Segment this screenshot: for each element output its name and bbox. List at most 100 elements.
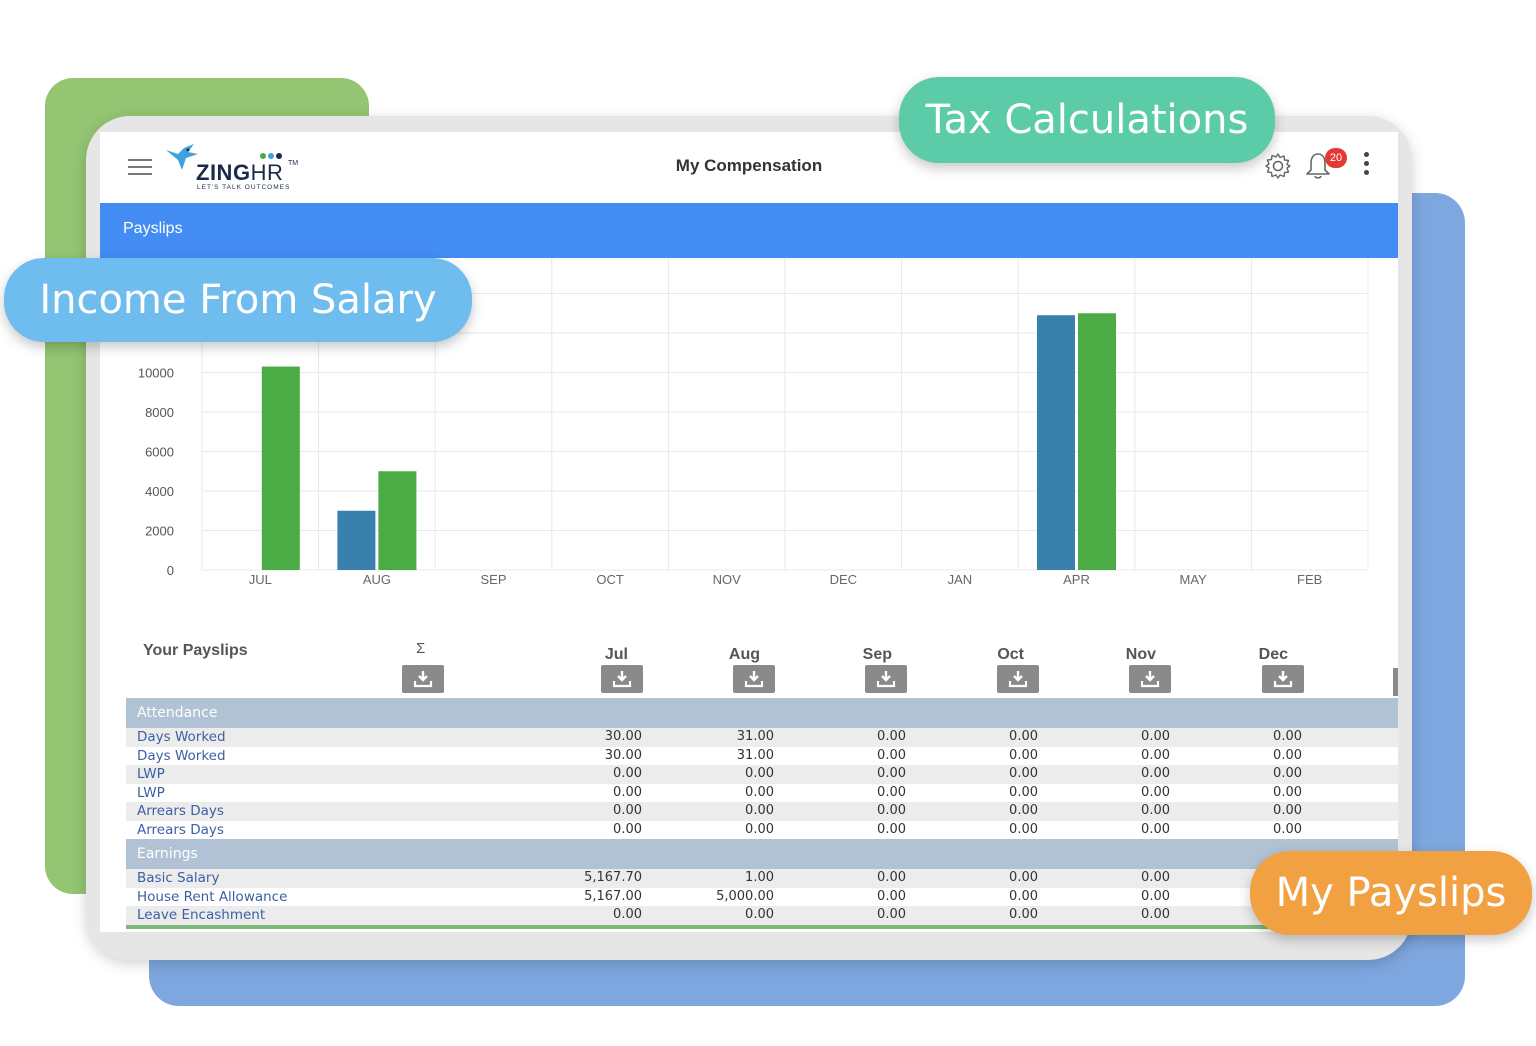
download-month-button[interactable] bbox=[1262, 665, 1304, 693]
row-label-link[interactable]: LWP bbox=[137, 766, 165, 782]
month-header: Oct bbox=[997, 646, 1024, 663]
download-month-button[interactable] bbox=[1129, 665, 1171, 693]
month-header: Jul bbox=[604, 646, 628, 663]
cell-value: 0.00 bbox=[877, 888, 906, 904]
cell-value: 0.00 bbox=[1009, 870, 1038, 885]
cell-value: 0.00 bbox=[877, 784, 906, 800]
x-tick-label: OCT bbox=[596, 572, 624, 587]
y-tick-label: 10000 bbox=[138, 366, 174, 381]
cell-value: 0.00 bbox=[745, 803, 774, 818]
tab-bar: Payslips bbox=[100, 203, 1398, 258]
y-tick-label: 2000 bbox=[145, 524, 174, 539]
row-label-link[interactable]: Arrears Days bbox=[137, 821, 224, 838]
cell-value: 0.00 bbox=[1141, 888, 1170, 904]
cell-value: 0.00 bbox=[1009, 784, 1038, 800]
download-month-button[interactable] bbox=[733, 665, 775, 693]
cell-value: 0.00 bbox=[613, 821, 642, 837]
cell-value: 31.00 bbox=[736, 747, 774, 763]
cell-value: 0.00 bbox=[1141, 729, 1170, 744]
row-label-link[interactable]: Leave Encashment bbox=[137, 907, 266, 923]
download-button-next[interactable] bbox=[1393, 668, 1398, 696]
y-tick-label: 0 bbox=[167, 563, 174, 578]
cell-value: 0.00 bbox=[1141, 747, 1170, 763]
download-icon bbox=[876, 671, 896, 688]
callout-tax-calculations: Tax Calculations bbox=[899, 77, 1275, 163]
gear-icon[interactable] bbox=[1264, 152, 1292, 180]
more-options-icon[interactable] bbox=[1358, 152, 1374, 180]
logo-wordmark: ZINGHR bbox=[196, 160, 283, 186]
cell-value: 0.00 bbox=[1009, 766, 1038, 781]
cell-value: 0.00 bbox=[1141, 784, 1170, 800]
cell-value: 0.00 bbox=[613, 803, 642, 818]
x-tick-label: FEB bbox=[1297, 572, 1322, 587]
table-row: Leave Encashment 0.00 0.00 0.00 0.00 0.00 bbox=[126, 906, 1398, 925]
download-month-button[interactable] bbox=[997, 665, 1039, 693]
payslips-table: Attendance Days Worked 30.00 31.00 0.00 0.00 0… bbox=[126, 698, 1398, 925]
cell-value: 0.00 bbox=[877, 907, 906, 922]
row-label-link[interactable]: Basic Salary bbox=[137, 870, 220, 886]
month-header: Dec bbox=[1258, 646, 1288, 663]
row-label-link[interactable]: Days Worked bbox=[137, 747, 226, 764]
cell-value: 30.00 bbox=[604, 729, 642, 744]
logo-brand-hr: HR bbox=[250, 160, 284, 185]
cell-value: 0.00 bbox=[1141, 870, 1170, 885]
table-row: LWP 0.00 0.00 0.00 0.00 0.00 0.00 bbox=[126, 784, 1398, 803]
salary-bar-chart: 0 2000 4000 6000 8000 10000 JUL AUG SEP OCT NOV DEC… bbox=[138, 258, 1369, 587]
cell-value: 5,000.00 bbox=[716, 888, 774, 904]
cell-value: 0.00 bbox=[1273, 784, 1302, 800]
zinghr-logo: ZINGHR TM LET'S TALK OUTCOMES bbox=[164, 140, 304, 192]
cell-value: 0.00 bbox=[877, 803, 906, 818]
section-header: Earnings bbox=[126, 839, 1398, 869]
download-icon bbox=[413, 671, 433, 688]
cell-value: 0.00 bbox=[1009, 803, 1038, 818]
sigma-icon: Σ bbox=[416, 640, 426, 657]
cell-value: 0.00 bbox=[1141, 821, 1170, 837]
cell-value: 0.00 bbox=[1009, 729, 1038, 744]
download-icon bbox=[612, 671, 632, 688]
download-all-button[interactable] bbox=[402, 665, 444, 693]
cell-value: 0.00 bbox=[1009, 821, 1038, 837]
row-label-link[interactable]: LWP bbox=[137, 784, 165, 801]
table-row: Arrears Days 0.00 0.00 0.00 0.00 0.00 0.00 bbox=[126, 821, 1398, 840]
cell-value: 0.00 bbox=[1141, 766, 1170, 781]
bell-icon[interactable] bbox=[1304, 151, 1332, 181]
cell-value: 30.00 bbox=[604, 747, 642, 763]
page-title: My Compensation bbox=[675, 156, 823, 175]
row-label-link[interactable]: Days Worked bbox=[137, 729, 226, 745]
x-tick-label: SEP bbox=[480, 572, 506, 587]
tab-payslips[interactable]: Payslips bbox=[123, 220, 183, 237]
download-month-button[interactable] bbox=[865, 665, 907, 693]
cell-value: 0.00 bbox=[1273, 729, 1302, 744]
table-bottom-border bbox=[126, 925, 1398, 929]
cell-value: 0.00 bbox=[1273, 803, 1302, 818]
x-tick-label: JAN bbox=[948, 572, 973, 587]
download-icon bbox=[1008, 671, 1028, 688]
cell-value: 1.00 bbox=[745, 870, 774, 885]
chart-bar bbox=[378, 471, 417, 570]
chart-bar bbox=[1037, 315, 1075, 570]
cell-value: 0.00 bbox=[745, 784, 774, 800]
y-tick-label: 6000 bbox=[145, 445, 174, 460]
table-row: LWP 0.00 0.00 0.00 0.00 0.00 0.00 bbox=[126, 765, 1398, 784]
cell-value: 0.00 bbox=[1141, 803, 1170, 818]
row-label-link[interactable]: House Rent Allowance bbox=[137, 888, 288, 905]
app-screen: ZINGHR TM LET'S TALK OUTCOMES My Compens… bbox=[100, 132, 1398, 932]
cell-value: 0.00 bbox=[745, 907, 774, 922]
x-tick-label: JUL bbox=[249, 572, 272, 587]
cell-value: 0.00 bbox=[1273, 821, 1302, 837]
cell-value: 0.00 bbox=[1273, 766, 1302, 781]
cell-value: 0.00 bbox=[745, 766, 774, 781]
cell-value: 0.00 bbox=[877, 766, 906, 781]
hummingbird-icon bbox=[166, 144, 198, 170]
x-tick-label: AUG bbox=[363, 572, 391, 587]
hamburger-menu-icon[interactable] bbox=[128, 159, 152, 177]
table-row: Basic Salary 5,167.70 1.00 0.00 0.00 0.00 bbox=[126, 869, 1398, 888]
cell-value: 0.00 bbox=[877, 821, 906, 837]
download-month-button[interactable] bbox=[601, 665, 643, 693]
payslips-title: Your Payslips bbox=[143, 642, 248, 659]
notification-badge[interactable]: 20 bbox=[1325, 148, 1347, 168]
x-tick-label: DEC bbox=[830, 572, 857, 587]
table-row: Arrears Days 0.00 0.00 0.00 0.00 0.00 0.00 bbox=[126, 802, 1398, 821]
row-label-link[interactable]: Arrears Days bbox=[137, 803, 224, 819]
